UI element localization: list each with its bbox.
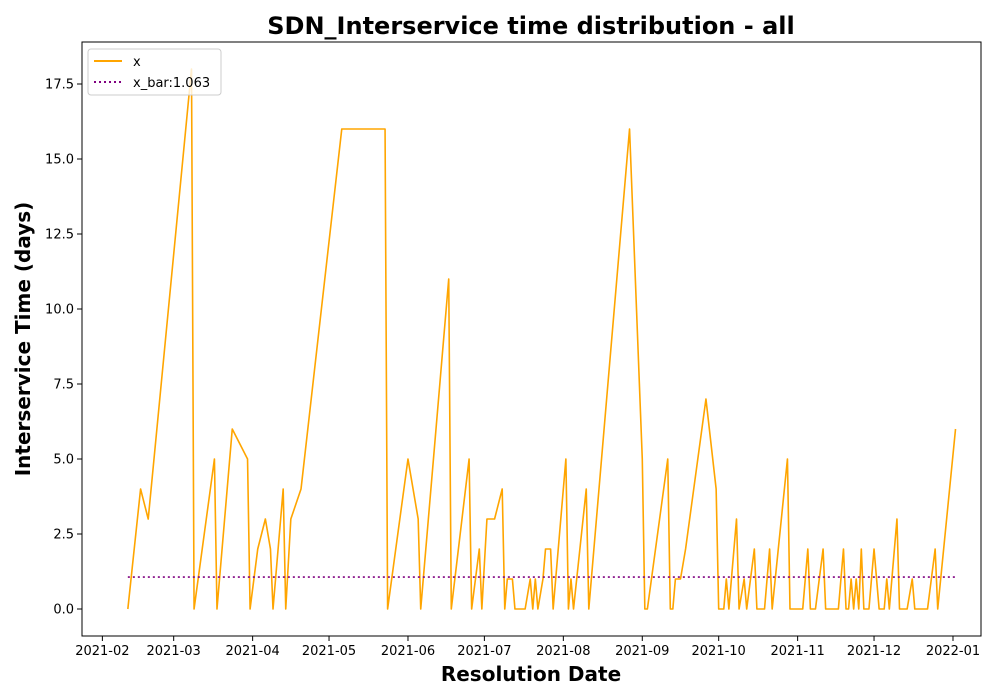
- chart-title: SDN_Interservice time distribution - all: [267, 12, 794, 40]
- x-tick-label: 2021-08: [536, 644, 590, 659]
- y-tick-label: 0.0: [53, 603, 74, 618]
- x-tick-label: 2021-07: [457, 644, 511, 659]
- legend-label-x: x: [133, 55, 141, 70]
- y-tick-label: 2.5: [53, 528, 74, 543]
- y-axis-label: Interservice Time (days): [11, 202, 35, 477]
- legend-label-x-bar: x_bar:1.063: [133, 76, 210, 91]
- y-tick-label: 12.5: [45, 228, 74, 243]
- y-tick-label: 5.0: [53, 453, 74, 468]
- x-axis-label: Resolution Date: [441, 662, 621, 686]
- x-tick-label: 2021-12: [847, 644, 901, 659]
- x-tick-label: 2021-11: [770, 644, 824, 659]
- x-tick-label: 2021-02: [75, 644, 129, 659]
- plot-area-frame: [81, 41, 982, 637]
- x-tick-label: 2021-06: [381, 644, 435, 659]
- x-tick-label: 2022-01: [926, 644, 980, 659]
- legend: x x_bar:1.063: [87, 48, 222, 96]
- series-layer: [127, 68, 957, 610]
- y-tick-label: 10.0: [45, 303, 74, 318]
- series-line-x: [127, 68, 957, 610]
- y-tick-label: 7.5: [53, 378, 74, 393]
- y-tick-label: 15.0: [45, 153, 74, 168]
- x-tick-label: 2021-03: [147, 644, 201, 659]
- y-axis-ticks: 0.0 2.5 5.0 7.5 10.0 12.5 15.0 17.5: [45, 78, 82, 618]
- x-tick-label: 2021-05: [302, 644, 356, 659]
- x-tick-label: 2021-09: [615, 644, 669, 659]
- y-tick-label: 17.5: [45, 78, 74, 93]
- x-tick-label: 2021-10: [692, 644, 746, 659]
- x-axis-ticks: 2021-02 2021-03 2021-04 2021-05 2021-06 2021-…: [75, 636, 980, 659]
- x-tick-label: 2021-04: [225, 644, 279, 659]
